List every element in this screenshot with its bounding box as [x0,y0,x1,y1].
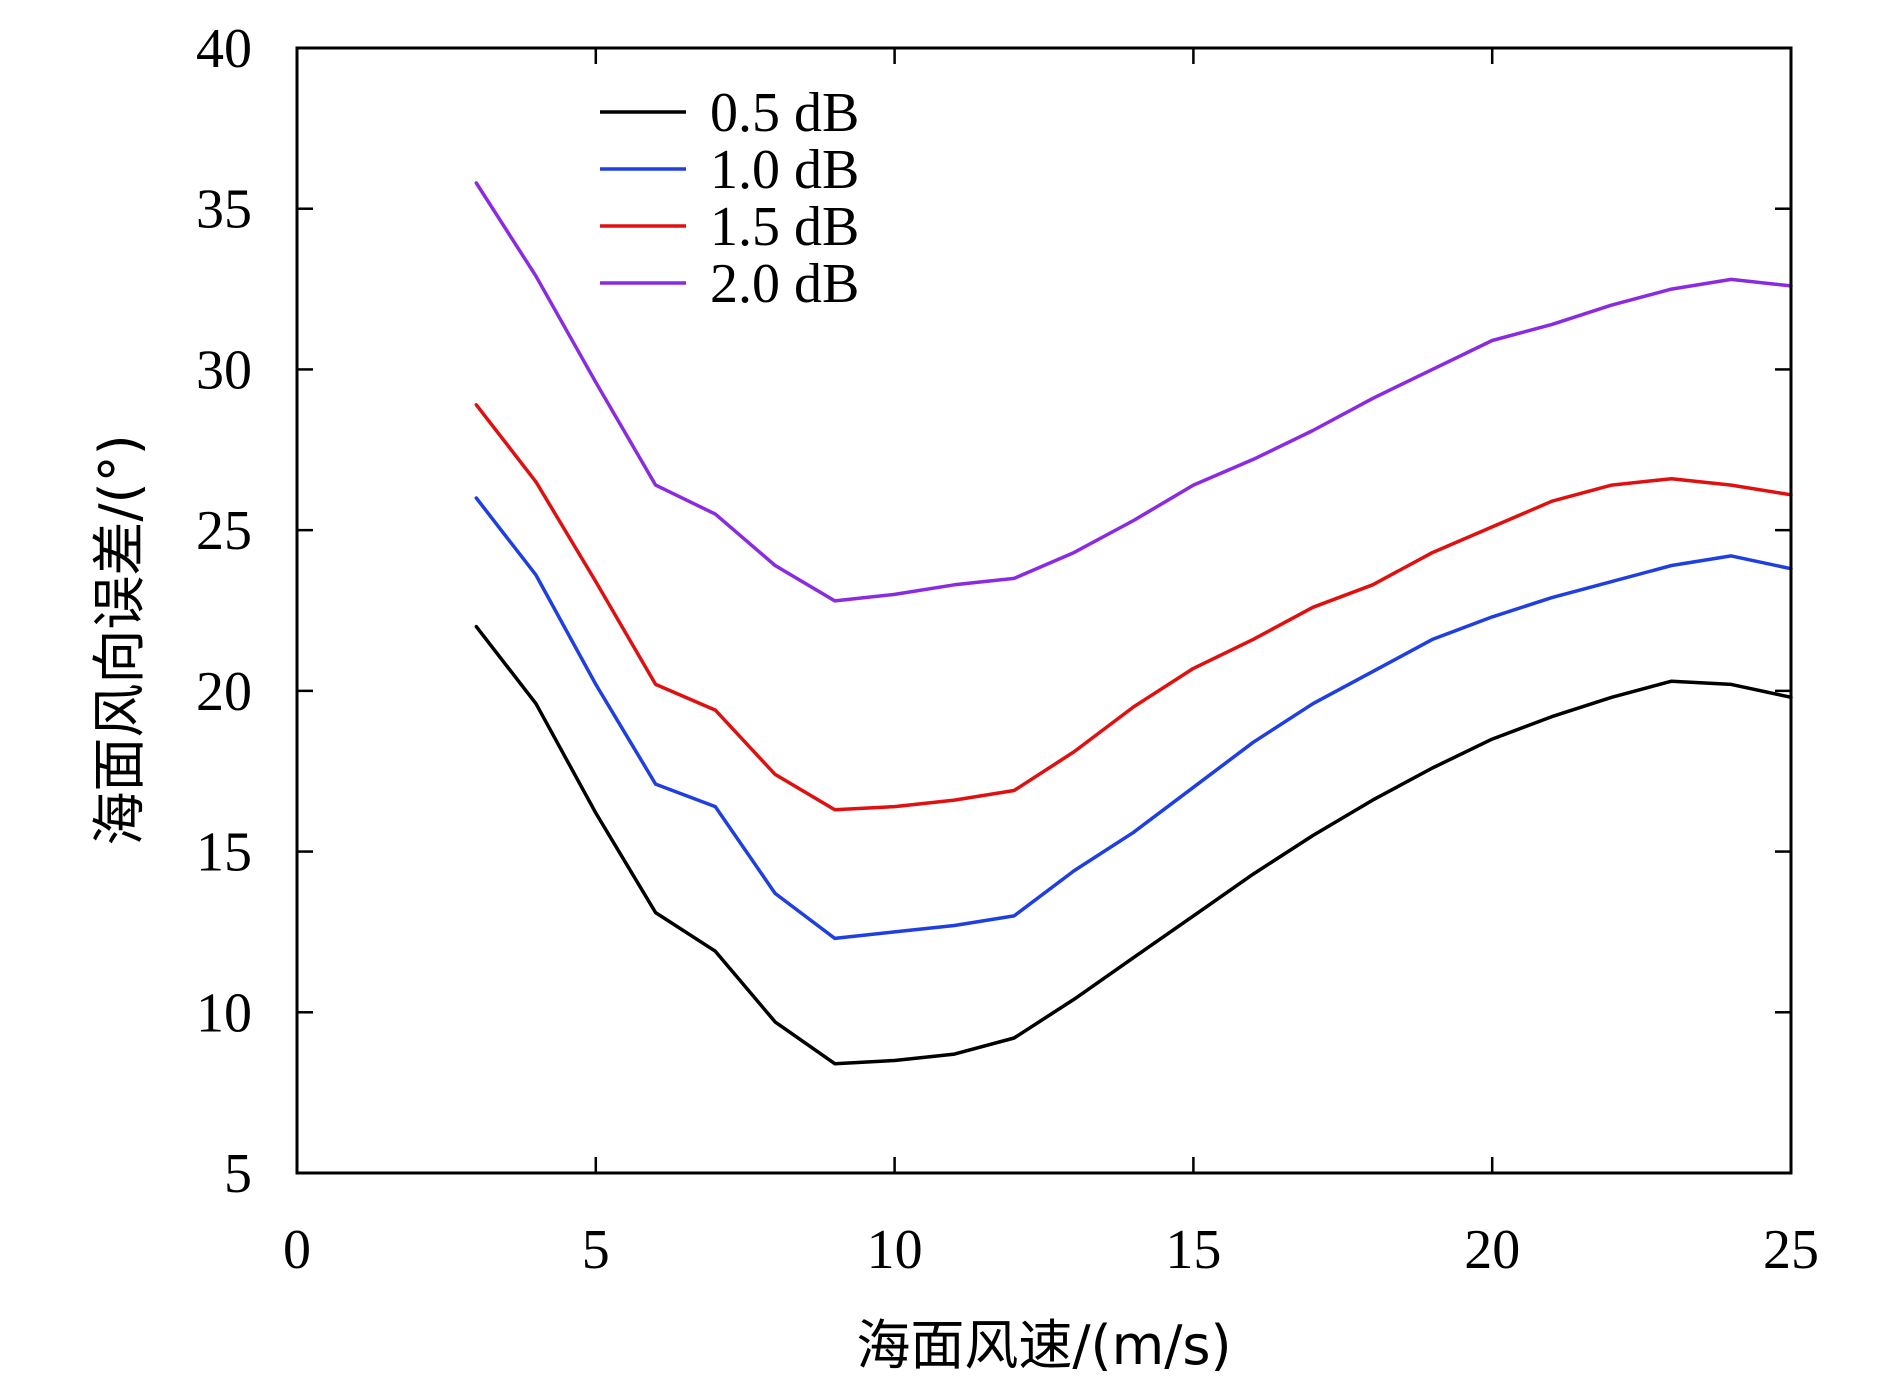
y-tick-label: 20 [196,661,252,723]
y-tick-label: 35 [196,179,252,241]
series-line-1-5-db [474,403,1793,812]
x-tick-label: 15 [1165,1219,1221,1281]
legend-label: 0.5 dB [710,82,859,144]
series-line-1-0-db [474,496,1793,941]
plot-frame [295,46,1793,1175]
x-tick-label: 20 [1464,1219,1520,1281]
series-line-2-0-db [474,181,1793,603]
y-tick-label: 30 [196,339,252,401]
y-tick-label: 40 [196,18,252,80]
x-tick-label: 5 [582,1219,610,1281]
y-axis-title: 海面风向误差/(°) [88,434,151,845]
legend-label: 2.0 dB [710,253,859,315]
y-tick-label: 25 [196,500,252,562]
series-layer [474,181,1793,1066]
y-tick-label: 15 [196,822,252,884]
y-tick-label: 10 [196,982,252,1044]
x-tick-label: 0 [283,1219,311,1281]
legend-label: 1.5 dB [710,196,859,258]
series-line-0-5-db [474,624,1793,1066]
x-axis-title: 海面风速/(m/s) [856,1314,1231,1377]
legend: 0.5 dB1.0 dB1.5 dB2.0 dB [600,82,859,315]
y-tick-label: 5 [224,1143,252,1205]
x-tick-label: 25 [1763,1219,1819,1281]
x-tick-label: 10 [867,1219,923,1281]
legend-label: 1.0 dB [710,139,859,201]
